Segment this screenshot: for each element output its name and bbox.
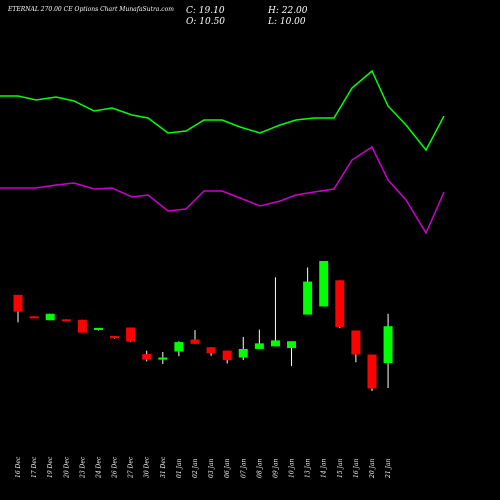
candle-body-18 — [303, 281, 313, 315]
candle-body-20 — [335, 280, 345, 328]
candle-body-6 — [110, 336, 120, 339]
candle-body-21 — [351, 330, 361, 355]
candle-body-13 — [222, 350, 232, 361]
date-label: 01 Jan — [176, 458, 183, 478]
middle-band-line — [0, 145, 445, 235]
close-readout: C: 19.10 — [186, 6, 225, 16]
candle-body-2 — [45, 313, 55, 321]
candle-body-12 — [206, 347, 216, 354]
candle-body-10 — [174, 342, 184, 352]
candle-body-4 — [77, 319, 87, 333]
high-readout: H: 22.00 — [268, 6, 308, 16]
date-label: 24 Dec — [95, 456, 102, 479]
candle-body-5 — [93, 327, 103, 330]
date-label: 31 Dec — [160, 456, 167, 478]
date-label: 30 Dec — [144, 456, 151, 478]
candle-body-14 — [238, 348, 248, 358]
candle-body-17 — [287, 341, 297, 349]
date-label: 10 Jan — [289, 458, 296, 478]
open-readout: O: 10.50 — [186, 17, 226, 27]
date-label: 16 Jan — [353, 458, 360, 478]
chart-title: ETERNAL 270.00 CE Options Chart MunafaSu… — [8, 6, 174, 13]
candle-body-16 — [270, 340, 280, 347]
date-label: 16 Dec — [15, 456, 22, 478]
date-label: 20 Jan — [369, 458, 376, 479]
date-label: 08 Jan — [256, 458, 263, 478]
date-label: 13 Jan — [305, 458, 312, 478]
candle-body-19 — [319, 261, 329, 307]
candle-body-7 — [126, 327, 136, 342]
date-label: 06 Jan — [224, 458, 231, 478]
candle-body-9 — [158, 357, 168, 360]
candle-body-8 — [142, 354, 152, 360]
candle-body-23 — [383, 326, 393, 364]
date-label: 20 Dec — [63, 456, 70, 479]
candle-body-11 — [190, 339, 200, 344]
upper-band-line — [0, 69, 445, 152]
candle-body-1 — [29, 316, 39, 319]
date-label: 07 Jan — [240, 458, 247, 478]
date-label: 21 Jan — [385, 458, 392, 479]
candle-body-0 — [13, 294, 23, 312]
candle-body-3 — [61, 319, 71, 322]
date-label: 17 Dec — [31, 456, 38, 478]
date-label: 02 Jan — [192, 458, 199, 478]
candle-body-15 — [254, 343, 264, 349]
date-label: 26 Dec — [112, 456, 119, 479]
candles-group — [13, 261, 393, 391]
date-label: 09 Jan — [272, 458, 279, 478]
date-label: 27 Dec — [128, 456, 135, 479]
date-label: 23 Dec — [79, 456, 86, 479]
candle-body-22 — [367, 354, 377, 389]
low-readout: L: 10.00 — [268, 17, 306, 27]
date-labels-group: 16 Dec 17 Dec 19 Dec 20 Dec 23 Dec 24 Dec 26 D… — [15, 456, 392, 479]
date-label: 03 Jan — [208, 458, 215, 478]
date-label: 19 Dec — [47, 456, 54, 478]
date-label: 14 Jan — [321, 458, 328, 478]
date-label: 15 Jan — [337, 458, 344, 478]
